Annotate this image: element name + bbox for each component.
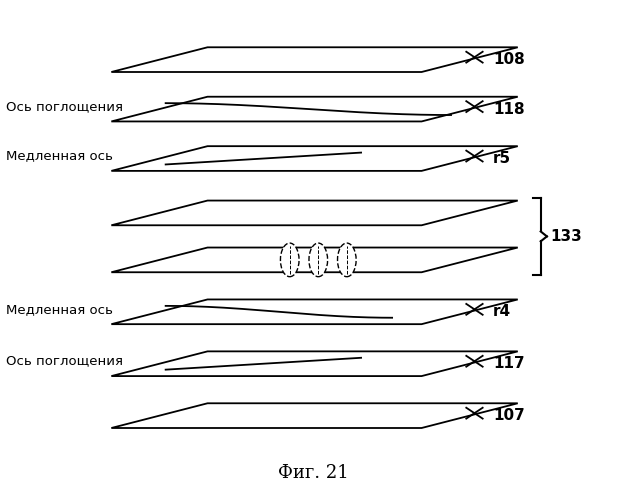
Polygon shape (111, 248, 518, 272)
Text: 117: 117 (493, 356, 525, 371)
Text: 118: 118 (493, 102, 525, 116)
Polygon shape (111, 352, 518, 376)
Polygon shape (111, 96, 518, 122)
Text: Ось поглощения: Ось поглощения (6, 355, 123, 368)
Text: Медленная ось: Медленная ось (6, 150, 113, 162)
Polygon shape (111, 146, 518, 171)
Text: Ось поглощения: Ось поглощения (6, 100, 123, 113)
Ellipse shape (280, 243, 299, 276)
Text: 108: 108 (493, 52, 525, 67)
Polygon shape (111, 200, 518, 226)
Text: r5: r5 (493, 151, 511, 166)
Text: 107: 107 (493, 408, 525, 423)
Polygon shape (111, 404, 518, 428)
Text: r4: r4 (493, 304, 511, 320)
Text: Медленная ось: Медленная ось (6, 303, 113, 316)
Polygon shape (111, 48, 518, 72)
Ellipse shape (309, 243, 327, 276)
Text: Фиг. 21: Фиг. 21 (277, 464, 349, 481)
Text: 133: 133 (551, 229, 582, 244)
Ellipse shape (337, 243, 356, 276)
Polygon shape (111, 300, 518, 324)
